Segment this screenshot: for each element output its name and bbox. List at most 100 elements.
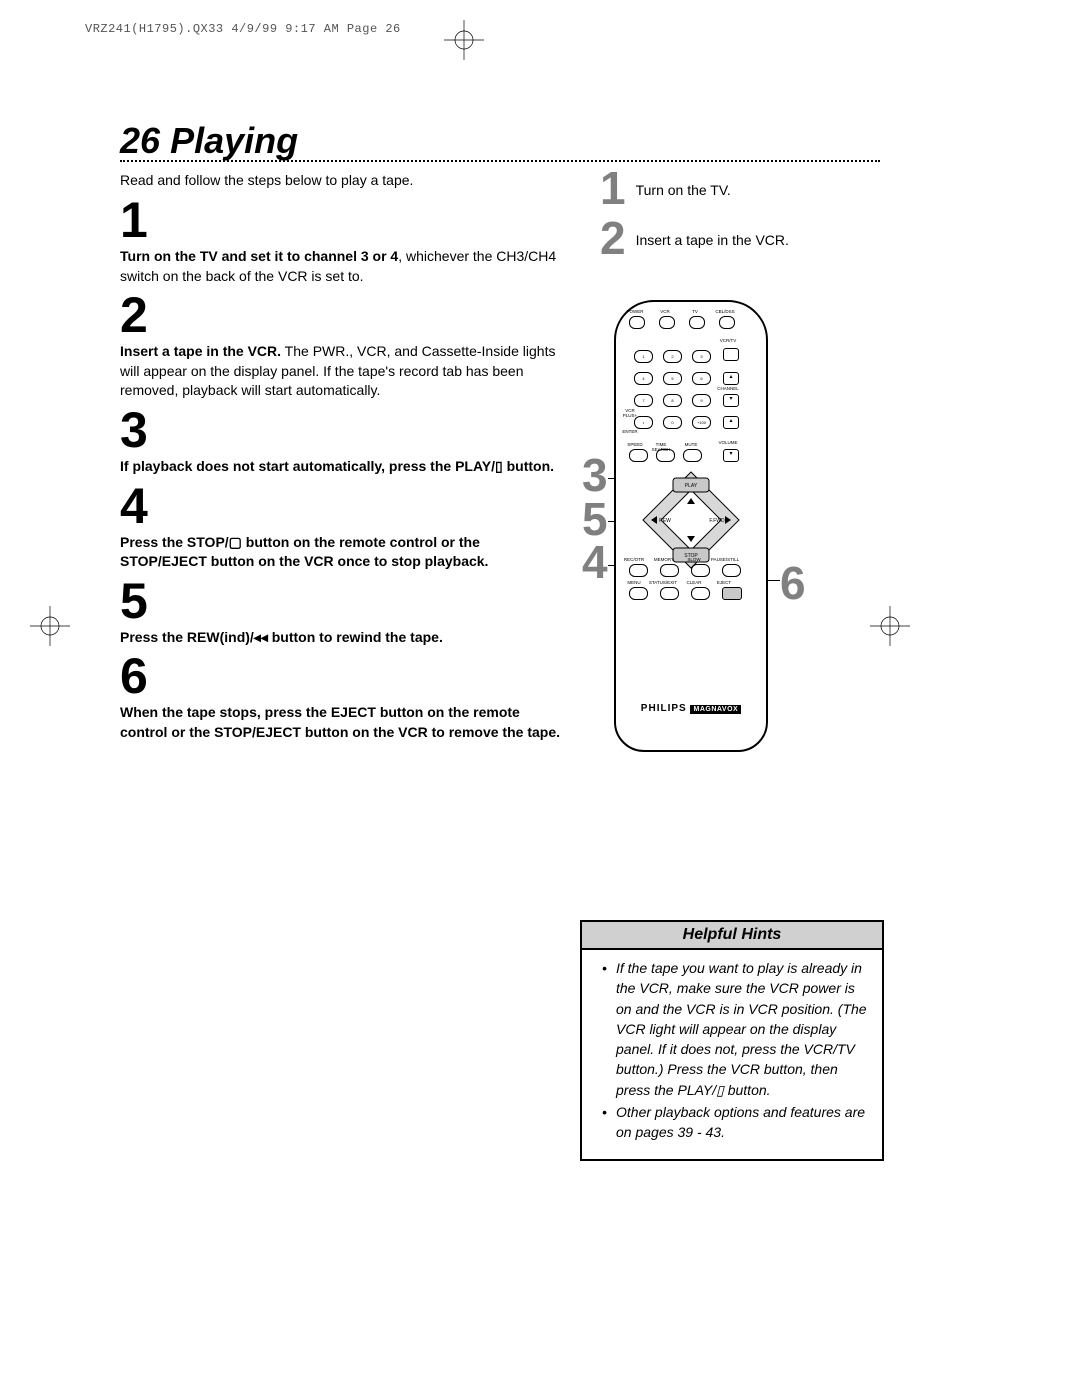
steps-column: 1 Turn on the TV and set it to channel 3… [120, 195, 570, 747]
label-vcrtv: VCR/TV [716, 338, 740, 343]
cbl-button [719, 316, 735, 329]
step-5: 5 Press the REW(ind)/◂◂ button to rewind… [120, 576, 570, 648]
hints-title: Helpful Hints [582, 922, 882, 950]
page-number: 26 [120, 120, 160, 161]
vcrtv-button [723, 348, 739, 361]
crop-mark-left [30, 606, 70, 646]
play-label: PLAY [685, 483, 698, 489]
label-enter: ENTER [620, 429, 640, 434]
step-text: When the tape stops, press the EJECT but… [120, 703, 570, 742]
rec-button [629, 564, 648, 577]
eject-button [722, 587, 742, 600]
label-mute: MUTE [679, 442, 703, 447]
step-number: 2 [120, 290, 570, 340]
step-4: 4 Press the STOP/▢ button on the remote … [120, 481, 570, 572]
num-1: 1 [634, 350, 653, 363]
vol-up-button: ▴ [723, 416, 739, 429]
step-3: 3 If playback does not start automatical… [120, 405, 570, 477]
clear-button [691, 587, 710, 600]
status-button [660, 587, 679, 600]
num-4: 4 [634, 372, 653, 385]
nav-diamond: PLAY STOP REW F.FWD [643, 472, 739, 568]
step-text: Press the REW(ind)/◂◂ button to rewind t… [120, 628, 570, 648]
slow-button [691, 564, 710, 577]
num-8: 8 [663, 394, 682, 407]
num-2: 2 [663, 350, 682, 363]
label-volume: VOLUME [716, 440, 740, 445]
label-timesearch: TIME SEARCH [646, 442, 676, 452]
label-menu: MENU [622, 580, 646, 585]
power-button [629, 316, 645, 329]
side-step-number: 1 [600, 165, 626, 211]
step-2: 2 Insert a tape in the VCR. The PWR., VC… [120, 290, 570, 401]
memory-button [660, 564, 679, 577]
num-9: 9 [692, 394, 711, 407]
num-100: +100 [692, 416, 711, 429]
num-6: 6 [692, 372, 711, 385]
ffwd-label: F.FWD [709, 518, 725, 524]
step-6: 6 When the tape stops, press the EJECT b… [120, 651, 570, 742]
rew-label: REW [659, 518, 671, 524]
step-number: 3 [120, 405, 570, 455]
label-power: POWER [623, 309, 647, 314]
side-step-text: Insert a tape in the VCR. [636, 228, 789, 248]
title-text: Playing [170, 120, 298, 161]
label-memory: MEMORY [652, 557, 676, 562]
side-step-text: Turn on the TV. [636, 178, 731, 198]
step-text: Press the STOP/▢ button on the remote co… [120, 533, 570, 572]
mute-button [683, 449, 702, 462]
ch-dn-button: ▾ [723, 394, 739, 407]
step-1: 1 Turn on the TV and set it to channel 3… [120, 195, 570, 286]
intro-text: Read and follow the steps below to play … [120, 172, 413, 188]
hints-body: If the tape you want to play is already … [582, 950, 882, 1159]
label-pause: PAUSE/STILL [710, 557, 740, 562]
ch-up-button: ▴ [723, 372, 739, 385]
num-7: 7 [634, 394, 653, 407]
label-speed: SPEED [623, 442, 647, 447]
step-number: 4 [120, 481, 570, 531]
side-step-2: 2 Insert a tape in the VCR. [600, 215, 900, 261]
side-steps: 1 Turn on the TV. 2 Insert a tape in the… [600, 165, 900, 265]
step-text: Turn on the TV and set it to channel 3 o… [120, 247, 570, 286]
tv-button [689, 316, 705, 329]
num-0: 0 [663, 416, 682, 429]
side-step-number: 2 [600, 215, 626, 261]
remote-control-illustration: POWER VCR TV CBL/DSS 1 2 3 4 5 6 7 8 9 •… [614, 300, 764, 752]
num-3: 3 [692, 350, 711, 363]
crop-mark-right [870, 606, 910, 646]
step-number: 5 [120, 576, 570, 626]
callout-4: 4 [582, 541, 608, 585]
callout-5: 5 [582, 498, 608, 542]
callouts-right: 6 [780, 556, 806, 610]
num-5: 5 [663, 372, 682, 385]
label-tv: TV [683, 309, 707, 314]
label-eject: EJECT [712, 580, 736, 585]
callout-3: 3 [582, 454, 608, 498]
label-slow: SLOW [682, 557, 706, 562]
label-vcr: VCR [653, 309, 677, 314]
step-number: 1 [120, 195, 570, 245]
dotted-rule [120, 160, 880, 162]
step-number: 6 [120, 651, 570, 701]
step-text: Insert a tape in the VCR. The PWR., VCR,… [120, 342, 570, 401]
remote-body: POWER VCR TV CBL/DSS 1 2 3 4 5 6 7 8 9 •… [614, 300, 768, 752]
crop-mark-top [444, 20, 484, 60]
remote-brand: PHILIPS MAGNAVOX [616, 703, 766, 714]
callouts-left: 3 5 4 [582, 454, 608, 585]
vcr-button [659, 316, 675, 329]
vol-dn-button: ▾ [723, 449, 739, 462]
page-header-info: VRZ241(H1795).QX33 4/9/99 9:17 AM Page 2… [85, 22, 401, 36]
page-title: 26 Playing [120, 120, 298, 162]
callout-6: 6 [780, 556, 806, 610]
menu-button [629, 587, 648, 600]
hint-item: If the tape you want to play is already … [608, 958, 870, 1100]
step-text: If playback does not start automatically… [120, 457, 570, 477]
side-step-1: 1 Turn on the TV. [600, 165, 900, 211]
label-status: STATUS/EXIT [648, 580, 678, 585]
label-channel: CHANNEL [716, 386, 740, 391]
label-clear: CLEAR [682, 580, 706, 585]
pause-button [722, 564, 741, 577]
label-cbl: CBL/DSS [713, 309, 737, 314]
label-vcrplus: VCR PLUS+ [620, 408, 640, 418]
helpful-hints-box: Helpful Hints If the tape you want to pl… [580, 920, 884, 1161]
